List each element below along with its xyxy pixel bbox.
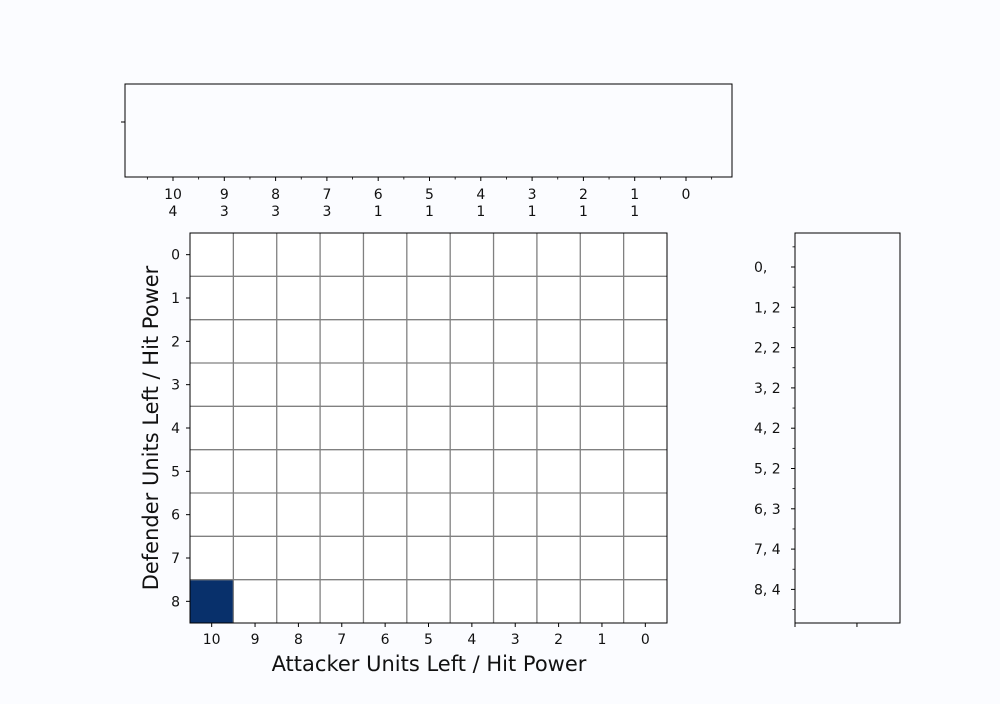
top-x-tick-sublabel: 1 [528,204,537,220]
x-tick-label: 5 [424,632,433,648]
x-tick-label: 10 [203,632,221,648]
top-x-tick-sublabel: 3 [322,204,331,220]
top-x-tick-label: 3 [528,187,537,203]
x-tick-label: 0 [641,632,650,648]
right-y-tick-label: 4, 2 [754,421,781,437]
y-tick-label: 0 [171,248,180,264]
y-tick-label: 1 [171,291,180,307]
x-tick-label: 6 [381,632,390,648]
right-y-tick-label: 7, 4 [754,542,781,558]
top-x-tick-label: 6 [374,187,383,203]
top-x-tick-sublabel: 1 [374,204,383,220]
x-tick-label: 4 [467,632,476,648]
x-tick-label: 3 [511,632,520,648]
y-tick-label: 7 [171,551,180,567]
right-marginal-frame [794,232,901,624]
right-y-tick-label: 6, 3 [754,502,781,518]
top-x-tick-sublabel: 3 [271,204,280,220]
x-tick-label: 8 [294,632,303,648]
top-x-tick-sublabel: 3 [220,204,229,220]
y-tick-label: 2 [171,334,180,350]
y-axis-label: Defender Units Left / Hit Power [139,265,163,590]
x-tick-label: 1 [597,632,606,648]
x-tick-label: 7 [337,632,346,648]
top-x-tick-label: 9 [220,187,229,203]
y-tick-label: 3 [171,378,180,394]
x-tick-label: 9 [251,632,260,648]
top-x-tick-label: 8 [271,187,280,203]
right-y-tick-label: 5, 2 [754,462,781,478]
x-axis-label: Attacker Units Left / Hit Power [272,652,587,676]
top-marginal-frame [124,83,733,178]
heatmap-background [190,233,667,623]
top-x-tick-sublabel: 1 [579,204,588,220]
y-tick-label: 8 [171,594,180,610]
top-x-tick-sublabel: 1 [425,204,434,220]
right-marginal-panel: 0, 1, 2 2, 2 3, 2 4, 2 5, 2 6, 3 7, 4 8, 4 [754,232,901,627]
y-tick-label: 6 [171,508,180,524]
y-tick-label: 5 [171,464,180,480]
right-y-tick-label: 2, 2 [754,341,781,357]
heatmap-cell-10-8 [190,579,234,623]
y-tick-label: 4 [171,421,180,437]
right-y-tick-label: 0, [754,260,767,276]
top-x-tick-sublabel: 1 [630,204,639,220]
top-x-tick-label: 7 [322,187,331,203]
right-y-tick-label: 8, 4 [754,582,781,598]
top-x-tick-label: 5 [425,187,434,203]
top-x-tick-sublabel: 1 [476,204,485,220]
top-x-tick-sublabel: 4 [169,204,178,220]
top-x-tick-label: 4 [476,187,485,203]
right-y-tick-label: 1, 2 [754,300,781,316]
top-x-tick-label: 2 [579,187,588,203]
right-y-tick-label: 3, 2 [754,381,781,397]
top-x-tick-label: 10 [164,187,182,203]
top-x-tick-label: 1 [630,187,639,203]
top-x-tick-label: 0 [682,187,691,203]
x-tick-label: 2 [554,632,563,648]
